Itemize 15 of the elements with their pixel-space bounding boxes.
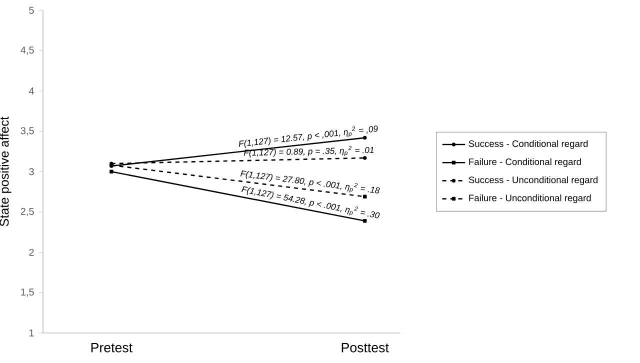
y-tick-label: 2: [29, 248, 34, 256]
y-tick-label: 5: [29, 6, 34, 14]
legend-label: Failure - Conditional regard: [469, 158, 581, 167]
y-tick-label: 4,5: [20, 46, 34, 55]
y-tick-label: 1: [29, 330, 34, 336]
y-tick-label: 3: [29, 168, 34, 176]
y-tick-label: 3,5: [20, 127, 34, 136]
y-tick-label: 4: [28, 88, 34, 94]
y-tick-label: 1,5: [21, 288, 34, 297]
x-tick-label: Pretest: [91, 343, 132, 352]
legend-label: Failure - Unconditional regard: [469, 194, 591, 204]
legend-label: Success - Unconditional regard: [468, 176, 598, 186]
legend-label: Success - Conditional regard: [468, 140, 588, 149]
x-tick-label: Posttest: [342, 343, 389, 352]
y-tick-label: 2,5: [20, 208, 34, 216]
